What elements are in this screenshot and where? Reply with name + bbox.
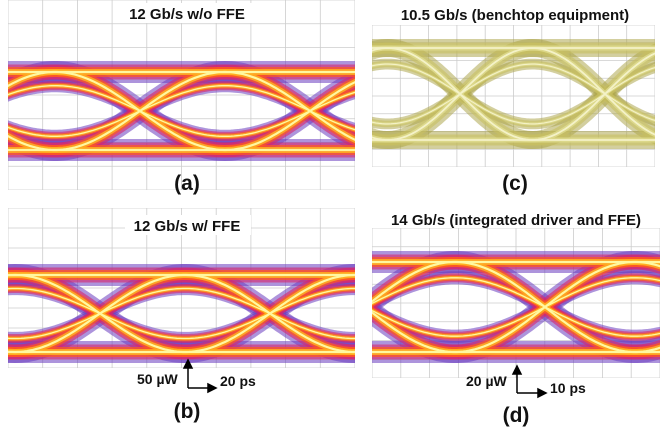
panel-title: 10.5 Gb/s (benchtop equipment): [401, 7, 629, 24]
eye-trace: [8, 273, 355, 354]
panel-title: 14 Gb/s (integrated driver and FFE): [391, 212, 641, 229]
eye-trace: [8, 273, 355, 354]
scale-x-label: 10 ps: [550, 380, 586, 396]
eye-trace: [372, 63, 655, 125]
eye-trace: [372, 47, 655, 141]
eye-diagram: [372, 25, 655, 167]
eye-trace: [372, 260, 660, 354]
panel-title: 12 Gb/s w/o FFE: [129, 6, 245, 23]
eye-trace: [8, 287, 355, 340]
scale-arrows: [511, 364, 548, 399]
eye-trace: [372, 47, 655, 141]
panel-title: 12 Gb/s w/ FFE: [134, 218, 241, 235]
eye-trace: [372, 277, 660, 337]
eye-trace: [372, 260, 660, 354]
panel-label: (b): [174, 400, 201, 423]
scale-y-label: 50 µW: [137, 371, 179, 387]
eye-diagrams: [8, 0, 660, 378]
scale-x-label: 20 ps: [220, 373, 256, 389]
panel-label: (a): [174, 172, 200, 195]
eye-trace: [372, 277, 660, 337]
panel-label: (c): [502, 172, 528, 195]
scale-arrows: [182, 358, 218, 394]
eye-trace: [8, 85, 355, 137]
eye-diagram: [372, 228, 660, 378]
eye-trace: [8, 287, 355, 340]
eye-trace: [372, 63, 655, 125]
title-bg: [125, 215, 251, 235]
scale-y-label: 20 µW: [466, 373, 508, 389]
eye-diagram: [8, 208, 355, 368]
panel-label: (d): [503, 404, 530, 427]
title-bg: [117, 3, 257, 23]
eye-diagram: [8, 0, 355, 190]
